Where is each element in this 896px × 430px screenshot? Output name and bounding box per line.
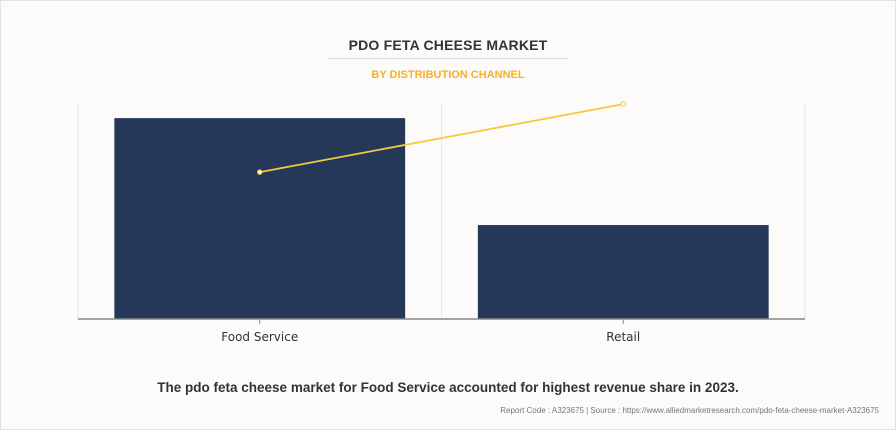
trend-line-group [257, 101, 626, 175]
trend-line [259, 103, 624, 174]
x-ticks [259, 319, 624, 324]
x-tick-labels: Food Service Retail [221, 330, 640, 344]
chart-title: PDO FETA CHEESE MARKET [348, 37, 548, 53]
source-note: Report Code : A323675 | Source : https:/… [500, 406, 879, 415]
x-tick-label: Food Service [221, 330, 298, 344]
trend-point[interactable] [620, 101, 626, 107]
trend-point[interactable] [257, 169, 263, 175]
chart-caption: The pdo feta cheese market for Food Serv… [157, 380, 739, 395]
chart-subtitle: BY DISTRIBUTION CHANNEL [371, 69, 525, 81]
title-divider [328, 58, 568, 59]
bars [114, 118, 769, 320]
x-tick-label: Retail [606, 330, 640, 344]
bar-food-service[interactable] [114, 118, 406, 320]
bar-retail[interactable] [477, 225, 769, 319]
chart-plot: Food Service Retail [77, 101, 806, 344]
